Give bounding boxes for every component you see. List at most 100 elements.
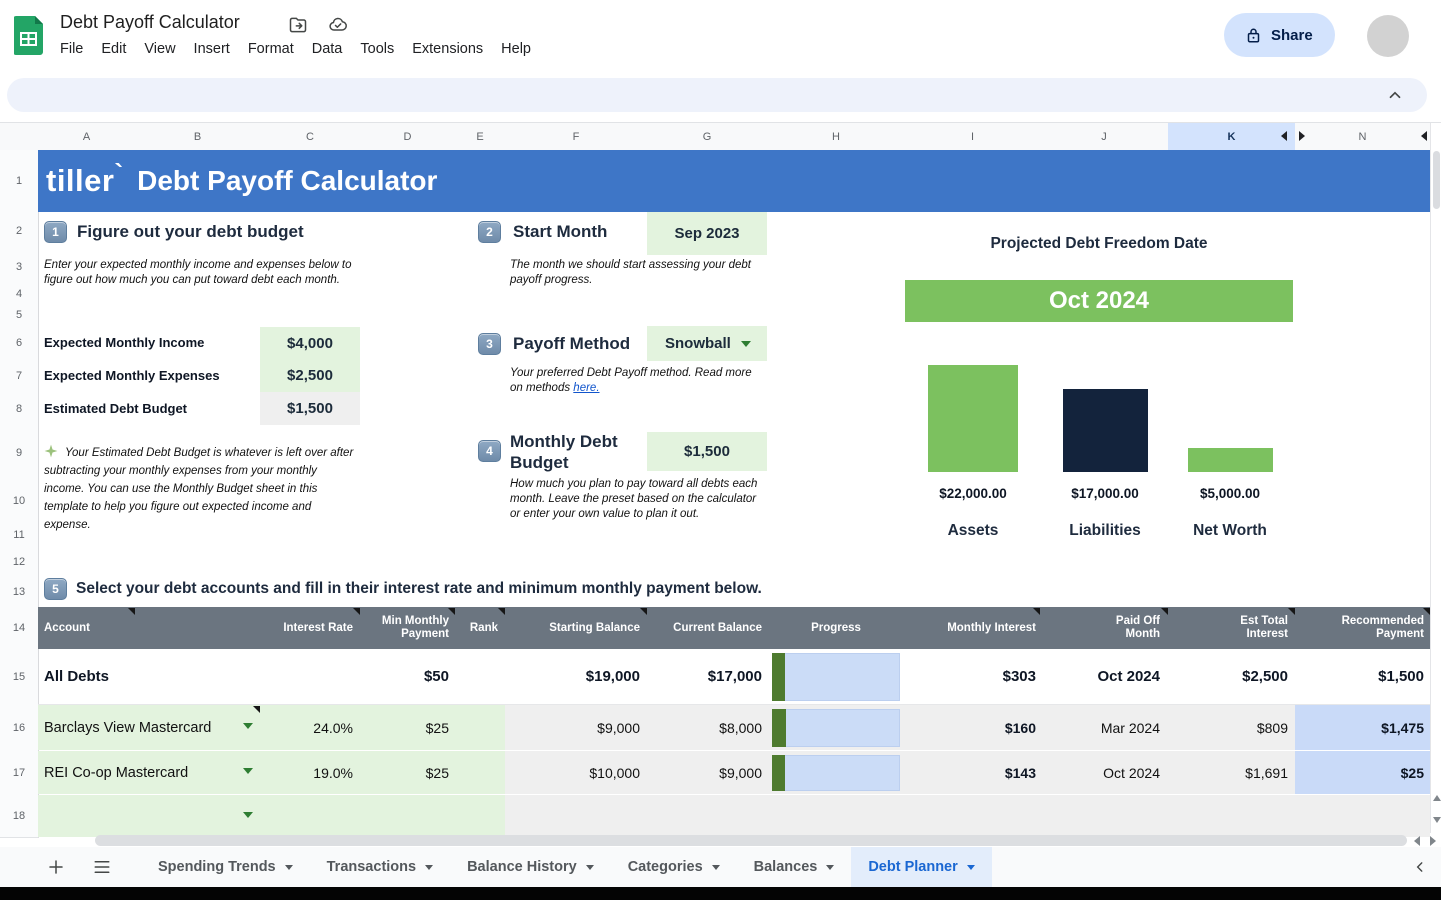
income-value-cell[interactable]: $4,000 bbox=[260, 327, 360, 359]
row-header-2[interactable]: 2 bbox=[0, 212, 39, 250]
monthly-interest-cell[interactable] bbox=[905, 751, 1041, 794]
account-dropdown-icon[interactable] bbox=[243, 812, 253, 818]
vertical-scrollbar-handle[interactable] bbox=[1433, 151, 1440, 209]
menu-file[interactable]: File bbox=[60, 41, 84, 57]
starting-balance-cell-empty[interactable] bbox=[505, 795, 648, 837]
scroll-left-icon[interactable] bbox=[1414, 836, 1420, 846]
progress-cell-empty[interactable] bbox=[767, 795, 906, 837]
header-interest-rate[interactable]: Interest Rate bbox=[283, 621, 353, 634]
column-header-e[interactable]: E bbox=[455, 123, 506, 151]
interest-cell[interactable] bbox=[260, 705, 361, 750]
tab-menu-icon[interactable] bbox=[585, 864, 594, 870]
min-payment-cell-empty[interactable] bbox=[360, 795, 456, 837]
row-header-12[interactable]: 12 bbox=[0, 548, 39, 577]
row-header-14[interactable]: 14 bbox=[0, 607, 39, 650]
all-debts-min-payment[interactable]: $50 bbox=[423, 668, 449, 685]
header-current-balance[interactable]: Current Balance bbox=[673, 621, 762, 634]
row-header-3[interactable]: 3 bbox=[0, 249, 39, 286]
account-dropdown-icon[interactable] bbox=[243, 723, 253, 729]
row-header-4[interactable]: 4 bbox=[0, 285, 39, 304]
row-header-6[interactable]: 6 bbox=[0, 326, 39, 360]
recommended-cell[interactable] bbox=[1295, 751, 1430, 794]
menu-edit[interactable]: Edit bbox=[101, 41, 127, 57]
header-progress[interactable]: Progress bbox=[811, 621, 861, 634]
row-header-7[interactable]: 7 bbox=[0, 359, 39, 393]
header-starting-balance[interactable]: Starting Balance bbox=[549, 621, 640, 634]
all-debts-recommended[interactable]: $1,500 bbox=[1378, 668, 1424, 685]
current-balance-cell-empty[interactable] bbox=[647, 795, 768, 837]
recommended-cell-empty[interactable] bbox=[1295, 795, 1430, 837]
all-debts-est-interest[interactable]: $2,500 bbox=[1242, 668, 1288, 685]
methods-link[interactable]: here. bbox=[573, 382, 600, 394]
avatar[interactable] bbox=[1367, 15, 1409, 57]
paid-off-cell[interactable] bbox=[1040, 751, 1169, 794]
tab-balances[interactable]: Balances bbox=[737, 847, 852, 887]
tab-spending-trends[interactable]: Spending Trends bbox=[141, 847, 310, 887]
move-to-folder-icon[interactable] bbox=[288, 15, 308, 35]
share-button[interactable]: Share bbox=[1224, 13, 1335, 57]
min-payment-cell[interactable] bbox=[360, 751, 456, 794]
tab-menu-icon[interactable] bbox=[284, 864, 293, 870]
scroll-down-icon[interactable] bbox=[1433, 817, 1441, 823]
header-monthly-interest[interactable]: Monthly Interest bbox=[947, 621, 1036, 634]
row-header-10[interactable]: 10 bbox=[0, 480, 39, 523]
current-balance-cell[interactable] bbox=[647, 751, 768, 794]
all-debts-account[interactable]: All Debts bbox=[44, 668, 110, 685]
column-header-b[interactable]: B bbox=[135, 123, 261, 151]
column-header-g[interactable]: G bbox=[647, 123, 768, 151]
row-header-17[interactable]: 17 bbox=[0, 751, 39, 796]
account-cell[interactable] bbox=[38, 705, 261, 750]
header-account[interactable]: Account bbox=[44, 621, 90, 634]
row-header-1[interactable]: 1 bbox=[0, 150, 39, 213]
row-header-9[interactable]: 9 bbox=[0, 425, 39, 481]
column-header-c[interactable]: C bbox=[260, 123, 361, 151]
menu-help[interactable]: Help bbox=[501, 41, 531, 57]
hidden-columns-expand-right-icon[interactable] bbox=[1299, 131, 1305, 141]
account-cell[interactable] bbox=[38, 751, 261, 794]
tab-debt-planner[interactable]: Debt Planner bbox=[851, 847, 992, 887]
all-debts-monthly-interest[interactable]: $303 bbox=[1002, 668, 1036, 685]
tab-transactions[interactable]: Transactions bbox=[310, 847, 450, 887]
interest-cell[interactable] bbox=[260, 751, 361, 794]
menu-insert[interactable]: Insert bbox=[193, 41, 230, 57]
horizontal-scrollbar-handle[interactable] bbox=[95, 835, 1407, 846]
expenses-value-cell[interactable]: $2,500 bbox=[260, 359, 360, 392]
rank-cell-empty[interactable] bbox=[455, 795, 506, 837]
monthly-interest-cell[interactable] bbox=[905, 705, 1041, 750]
recommended-cell[interactable] bbox=[1295, 705, 1430, 750]
column-header-f[interactable]: F bbox=[505, 123, 648, 151]
tab-scroll-left-icon[interactable] bbox=[1413, 860, 1427, 874]
starting-balance-cell[interactable] bbox=[505, 751, 648, 794]
scroll-right-icon[interactable] bbox=[1430, 836, 1436, 846]
column-header-n[interactable]: N bbox=[1295, 123, 1431, 151]
cloud-saved-icon[interactable] bbox=[327, 15, 349, 35]
rank-cell[interactable] bbox=[455, 751, 506, 794]
tab-balance-history[interactable]: Balance History bbox=[450, 847, 611, 887]
chevron-up-icon[interactable] bbox=[1386, 86, 1404, 104]
row-header-15[interactable]: 15 bbox=[0, 649, 39, 706]
all-debts-starting-balance[interactable]: $19,000 bbox=[585, 668, 640, 685]
tab-menu-icon[interactable] bbox=[966, 864, 975, 870]
monthly-interest-cell-empty[interactable] bbox=[905, 795, 1041, 837]
column-header-a[interactable]: A bbox=[38, 123, 136, 151]
header-paid-off-month[interactable]: Paid Off Month bbox=[1115, 615, 1160, 640]
dropdown-arrow-icon[interactable] bbox=[740, 340, 751, 347]
est-interest-cell[interactable] bbox=[1168, 705, 1296, 750]
hidden-columns-expand-icon[interactable] bbox=[1421, 131, 1427, 141]
vertical-scrollbar[interactable] bbox=[1430, 123, 1441, 833]
column-header-k[interactable]: K bbox=[1168, 123, 1296, 151]
tab-menu-icon[interactable] bbox=[826, 864, 835, 870]
all-debts-paid-off[interactable]: Oct 2024 bbox=[1097, 668, 1160, 685]
select-all-corner[interactable] bbox=[0, 123, 39, 151]
menu-view[interactable]: View bbox=[144, 41, 176, 57]
row-header-18[interactable]: 18 bbox=[0, 795, 39, 838]
payoff-method-cell[interactable]: Snowball bbox=[647, 326, 767, 361]
row-header-16[interactable]: 16 bbox=[0, 705, 39, 752]
row-header-13[interactable]: 13 bbox=[0, 576, 39, 608]
all-debts-current-balance[interactable]: $17,000 bbox=[707, 668, 762, 685]
interest-cell-empty[interactable] bbox=[260, 795, 361, 837]
debt-budget-value-cell[interactable]: $1,500 bbox=[260, 392, 360, 425]
account-dropdown-icon[interactable] bbox=[243, 768, 253, 774]
header-est-total-interest[interactable]: Est Total Interest bbox=[1240, 615, 1288, 640]
est-interest-cell-empty[interactable] bbox=[1168, 795, 1296, 837]
